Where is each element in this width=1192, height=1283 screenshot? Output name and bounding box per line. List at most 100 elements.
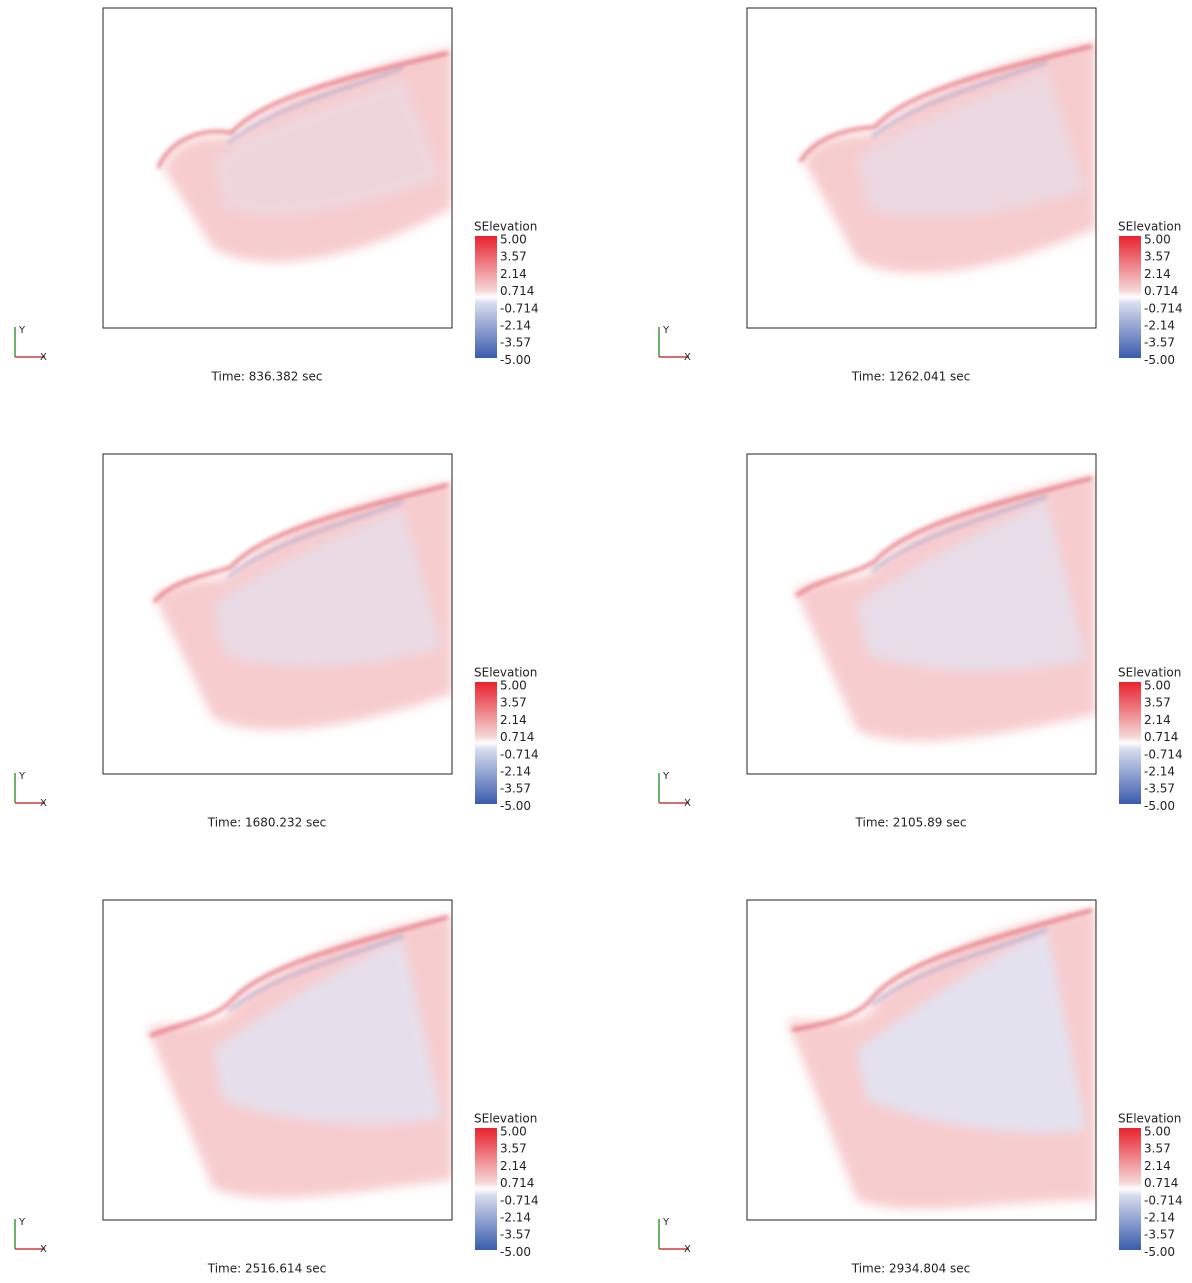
crest: [791, 908, 1093, 1032]
axis-label: Y: [662, 325, 670, 336]
colorbar-label: -0.714: [1144, 747, 1183, 761]
crest-trough: [871, 61, 1048, 138]
colorbar-label: 5.00: [500, 679, 527, 693]
axis-label: Y: [18, 325, 26, 336]
elevation-field: [787, 908, 1096, 1209]
colorbar-label: -2.14: [500, 1211, 531, 1225]
colorbar-label: 5.00: [1144, 1125, 1171, 1139]
colorbar-label: 0.714: [500, 1176, 534, 1190]
time-label: Time: 2934.804 sec: [851, 1262, 971, 1276]
colorbar-label: -2.14: [500, 319, 531, 333]
crest: [798, 44, 1093, 163]
colorbar-label: -0.714: [1144, 301, 1183, 315]
crest: [152, 483, 449, 603]
colorbar-label: 5.00: [500, 1125, 527, 1139]
colorbar: [1119, 682, 1141, 804]
elevation-field: [798, 42, 1096, 274]
colorbar-label: -5.00: [500, 353, 531, 367]
axis-label: Y: [18, 771, 26, 782]
crest-trough: [871, 929, 1048, 1006]
colorbar-label: -3.57: [500, 782, 531, 796]
colorbar-label: 5.00: [1144, 679, 1171, 693]
axis-label: Y: [662, 1217, 670, 1228]
trough-region: [857, 930, 1087, 1133]
crest-trough: [871, 495, 1048, 572]
colorbar-label: 2.14: [1144, 267, 1171, 281]
colorbar-label: -0.714: [500, 301, 539, 315]
crest-trough: [227, 67, 404, 144]
colorbar-label: -3.57: [1144, 336, 1175, 350]
trough-region: [857, 500, 1087, 672]
colorbar-title: SElevation: [474, 666, 537, 680]
colorbar-label: -2.14: [1144, 765, 1175, 779]
colorbar-label: -0.714: [500, 1193, 539, 1207]
axis-label: X: [40, 798, 47, 809]
elevation-field: [147, 915, 452, 1198]
time-label: Time: 2105.89 sec: [855, 816, 967, 830]
colorbar-label: 3.57: [1144, 250, 1171, 264]
trough-region: [857, 70, 1087, 219]
colorbar-label: -5.00: [1144, 353, 1175, 367]
colorbar-label: 3.57: [1144, 696, 1171, 710]
colorbar-label: -3.57: [1144, 1228, 1175, 1242]
colorbar-title: SElevation: [1118, 666, 1181, 680]
colorbar-label: -0.714: [1144, 1193, 1183, 1207]
colorbar: [475, 1128, 497, 1250]
colorbar-label: 3.57: [1144, 1142, 1171, 1156]
colorbar: [475, 236, 497, 358]
colorbar-label: 5.00: [500, 233, 527, 247]
colorbar: [1119, 236, 1141, 358]
crest: [156, 51, 449, 169]
trough-region: [213, 78, 443, 217]
colorbar-label: 2.14: [500, 713, 527, 727]
colorbar-label: 2.14: [500, 267, 527, 281]
colorbar-label: -2.14: [1144, 319, 1175, 333]
colorbar-label: 3.57: [500, 1142, 527, 1156]
colorbar-title: SElevation: [1118, 220, 1181, 234]
crest-trough: [227, 935, 404, 1012]
frame: [102, 7, 453, 329]
axis-label: X: [684, 1244, 691, 1255]
colorbar-label: 5.00: [1144, 233, 1171, 247]
colorbar-label: 2.14: [1144, 713, 1171, 727]
axis-label: X: [40, 1244, 47, 1255]
colorbar-label: -5.00: [500, 799, 531, 813]
colorbar-label: -2.14: [1144, 1211, 1175, 1225]
time-label: Time: 2516.614 sec: [207, 1262, 327, 1276]
crest: [149, 915, 449, 1038]
colorbar: [475, 682, 497, 804]
colorbar-label: 3.57: [500, 250, 527, 264]
colorbar-label: 3.57: [500, 696, 527, 710]
colorbar-title: SElevation: [474, 1112, 537, 1126]
elevation-field: [156, 48, 452, 263]
elevation-field: [152, 482, 452, 731]
time-label: Time: 1262.041 sec: [851, 370, 971, 384]
axis-label: Y: [662, 771, 670, 782]
axis-label: Y: [18, 1217, 26, 1228]
trough-region: [213, 508, 443, 667]
colorbar-label: -0.714: [500, 747, 539, 761]
time-label: Time: 1680.232 sec: [207, 816, 327, 830]
axis-label: X: [684, 352, 691, 363]
axis-label: X: [684, 798, 691, 809]
colorbar-label: -3.57: [500, 336, 531, 350]
colorbar-title: SElevation: [1118, 1112, 1181, 1126]
elevation-field: [795, 476, 1096, 741]
trough-region: [213, 938, 443, 1125]
colorbar-label: -3.57: [1144, 782, 1175, 796]
frame: [102, 899, 453, 1221]
frame: [746, 7, 1097, 329]
colorbar-title: SElevation: [474, 220, 537, 234]
colorbar-label: -3.57: [500, 1228, 531, 1242]
crest-trough: [227, 501, 404, 578]
colorbar-label: -5.00: [1144, 1245, 1175, 1259]
colorbar-label: 0.714: [500, 730, 534, 744]
frame: [746, 453, 1097, 775]
